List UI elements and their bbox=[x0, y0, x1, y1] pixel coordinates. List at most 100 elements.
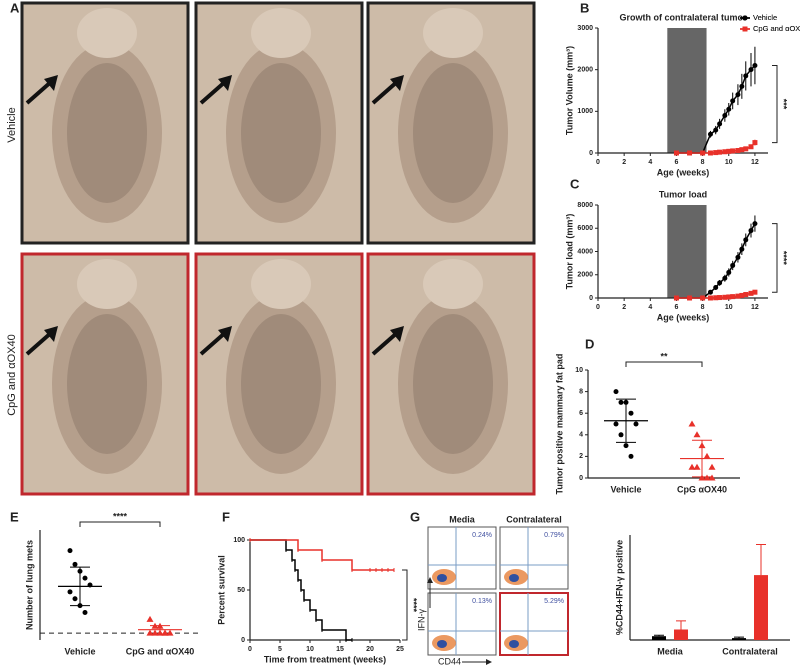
y-axis-label: Percent survival bbox=[216, 555, 226, 625]
significance-bracket bbox=[772, 223, 778, 293]
marker bbox=[726, 269, 732, 275]
marker bbox=[708, 474, 716, 481]
marker bbox=[146, 615, 154, 622]
error-bar bbox=[676, 620, 686, 630]
x-axis-label: Age (weeks) bbox=[657, 312, 710, 322]
y-axis-label: Tumor load (mm³) bbox=[564, 214, 574, 290]
quadrant-percent: 0.79% bbox=[544, 532, 564, 539]
x-tick-label: 4 bbox=[648, 159, 652, 166]
marker bbox=[743, 73, 749, 79]
quadrant-percent: 5.29% bbox=[544, 598, 564, 605]
legend-label: Vehicle bbox=[753, 13, 777, 22]
marker bbox=[713, 285, 719, 291]
x-tick-label: 6 bbox=[675, 159, 679, 166]
marker bbox=[82, 610, 88, 615]
cell-core bbox=[437, 574, 447, 582]
y-tick-label: 0 bbox=[589, 295, 593, 302]
quadrant-percent: 0.24% bbox=[472, 532, 492, 539]
bar bbox=[754, 575, 768, 640]
marker bbox=[717, 121, 723, 127]
marker bbox=[739, 246, 745, 252]
shaded-region bbox=[667, 28, 707, 153]
bar bbox=[652, 636, 666, 640]
marker bbox=[713, 127, 719, 133]
error-bar bbox=[756, 544, 766, 576]
x-tick-label: 8 bbox=[701, 159, 705, 166]
marker bbox=[730, 98, 736, 104]
y-tick-label: 0 bbox=[241, 637, 245, 644]
y-tick-label: 8 bbox=[579, 388, 583, 395]
mouse-head bbox=[423, 8, 483, 58]
marker bbox=[722, 294, 728, 300]
marker bbox=[618, 432, 624, 438]
marker bbox=[613, 421, 619, 427]
arrowhead bbox=[427, 577, 433, 583]
significance: **** bbox=[409, 598, 419, 613]
y-axis-label: %CD44+IFN-γ positive bbox=[614, 540, 624, 635]
marker bbox=[707, 131, 713, 137]
arrow bbox=[199, 330, 228, 356]
marker bbox=[72, 596, 78, 602]
mouse-head bbox=[251, 259, 311, 309]
sd-bar bbox=[616, 398, 636, 443]
marker bbox=[735, 293, 741, 299]
y-tick-label: 3000 bbox=[577, 25, 593, 32]
sd-bar bbox=[692, 439, 712, 478]
marker bbox=[739, 147, 745, 153]
marker bbox=[613, 389, 619, 395]
photos bbox=[20, 1, 536, 496]
marker bbox=[618, 399, 624, 405]
cell-core bbox=[437, 640, 447, 648]
x-tick-label: 10 bbox=[725, 304, 733, 311]
marker bbox=[628, 453, 634, 459]
marker bbox=[752, 140, 758, 146]
row-label: CpG and αOX40 bbox=[6, 334, 18, 416]
x-axis-label: Age (weeks) bbox=[657, 167, 710, 177]
bar bbox=[732, 638, 746, 640]
panel-label: D bbox=[585, 336, 594, 351]
flow-panel: Media Contralateral 0.24% 0.79% 0.13% 5.29%… bbox=[416, 514, 569, 666]
marker bbox=[687, 150, 693, 156]
marker bbox=[748, 67, 754, 73]
sd-bar bbox=[150, 625, 170, 635]
y-tick-label: 2000 bbox=[577, 67, 593, 74]
y-axis-label: Tumor Volume (mm³) bbox=[564, 46, 574, 135]
marker bbox=[752, 289, 758, 295]
x-tick-label: 20 bbox=[366, 646, 374, 653]
panel-label: C bbox=[570, 176, 580, 191]
mouse-belly bbox=[67, 63, 147, 203]
x-tick-label: Media bbox=[657, 646, 684, 656]
marker bbox=[752, 221, 758, 227]
marker bbox=[72, 561, 78, 567]
marker bbox=[717, 149, 723, 155]
marker bbox=[743, 237, 749, 243]
flow-column: Media bbox=[449, 514, 476, 524]
x-tick-label: 10 bbox=[725, 159, 733, 166]
marker bbox=[687, 295, 693, 301]
marker bbox=[730, 294, 736, 300]
significance: ** bbox=[660, 351, 668, 361]
cell-core bbox=[509, 574, 519, 582]
marker bbox=[748, 290, 754, 296]
marker bbox=[703, 452, 711, 459]
error-bar bbox=[734, 636, 744, 639]
y-tick-label: 10 bbox=[575, 367, 583, 374]
marker bbox=[82, 575, 88, 581]
flow-y-label: IFN-γ bbox=[416, 609, 426, 631]
mouse-head bbox=[251, 8, 311, 58]
x-tick-label: 5 bbox=[278, 646, 282, 653]
marker bbox=[673, 295, 679, 301]
arrowhead bbox=[44, 326, 58, 342]
marker bbox=[730, 262, 736, 268]
row-label: Vehicle bbox=[6, 107, 18, 142]
marker bbox=[633, 421, 639, 427]
marker bbox=[726, 106, 732, 112]
x-tick-label: 0 bbox=[248, 646, 252, 653]
flow-x-label: CD44 bbox=[438, 656, 461, 666]
x-tick-label: CpG αOX40 bbox=[677, 484, 727, 494]
x-tick-label: 10 bbox=[306, 646, 314, 653]
mouse-belly bbox=[413, 63, 493, 203]
chart-title: Tumor load bbox=[659, 189, 707, 199]
mouse-belly bbox=[241, 63, 321, 203]
significance-bracket bbox=[625, 361, 703, 367]
